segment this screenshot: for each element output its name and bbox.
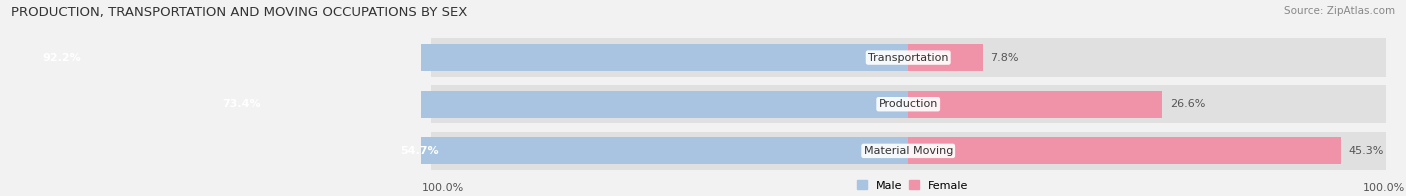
Text: 54.7%: 54.7% (401, 146, 439, 156)
Text: PRODUCTION, TRANSPORTATION AND MOVING OCCUPATIONS BY SEX: PRODUCTION, TRANSPORTATION AND MOVING OC… (11, 6, 468, 19)
Text: 73.4%: 73.4% (222, 99, 260, 109)
Bar (387, 137, 908, 164)
Text: Source: ZipAtlas.com: Source: ZipAtlas.com (1284, 6, 1395, 16)
Bar (28, 44, 908, 71)
Bar (208, 91, 908, 118)
Bar (430, 38, 1385, 77)
Bar (908, 137, 1341, 164)
Bar (430, 85, 1385, 123)
Text: Material Moving: Material Moving (863, 146, 953, 156)
Text: 45.3%: 45.3% (1348, 146, 1384, 156)
Legend: Male, Female: Male, Female (858, 180, 969, 191)
Text: 92.2%: 92.2% (42, 53, 82, 63)
Bar (908, 44, 983, 71)
Text: 7.8%: 7.8% (990, 53, 1019, 63)
Bar (430, 132, 1385, 170)
Text: 100.0%: 100.0% (422, 183, 464, 193)
Text: Production: Production (879, 99, 938, 109)
Text: Transportation: Transportation (868, 53, 949, 63)
Bar (908, 91, 1163, 118)
Text: 26.6%: 26.6% (1170, 99, 1205, 109)
Text: 100.0%: 100.0% (1362, 183, 1405, 193)
